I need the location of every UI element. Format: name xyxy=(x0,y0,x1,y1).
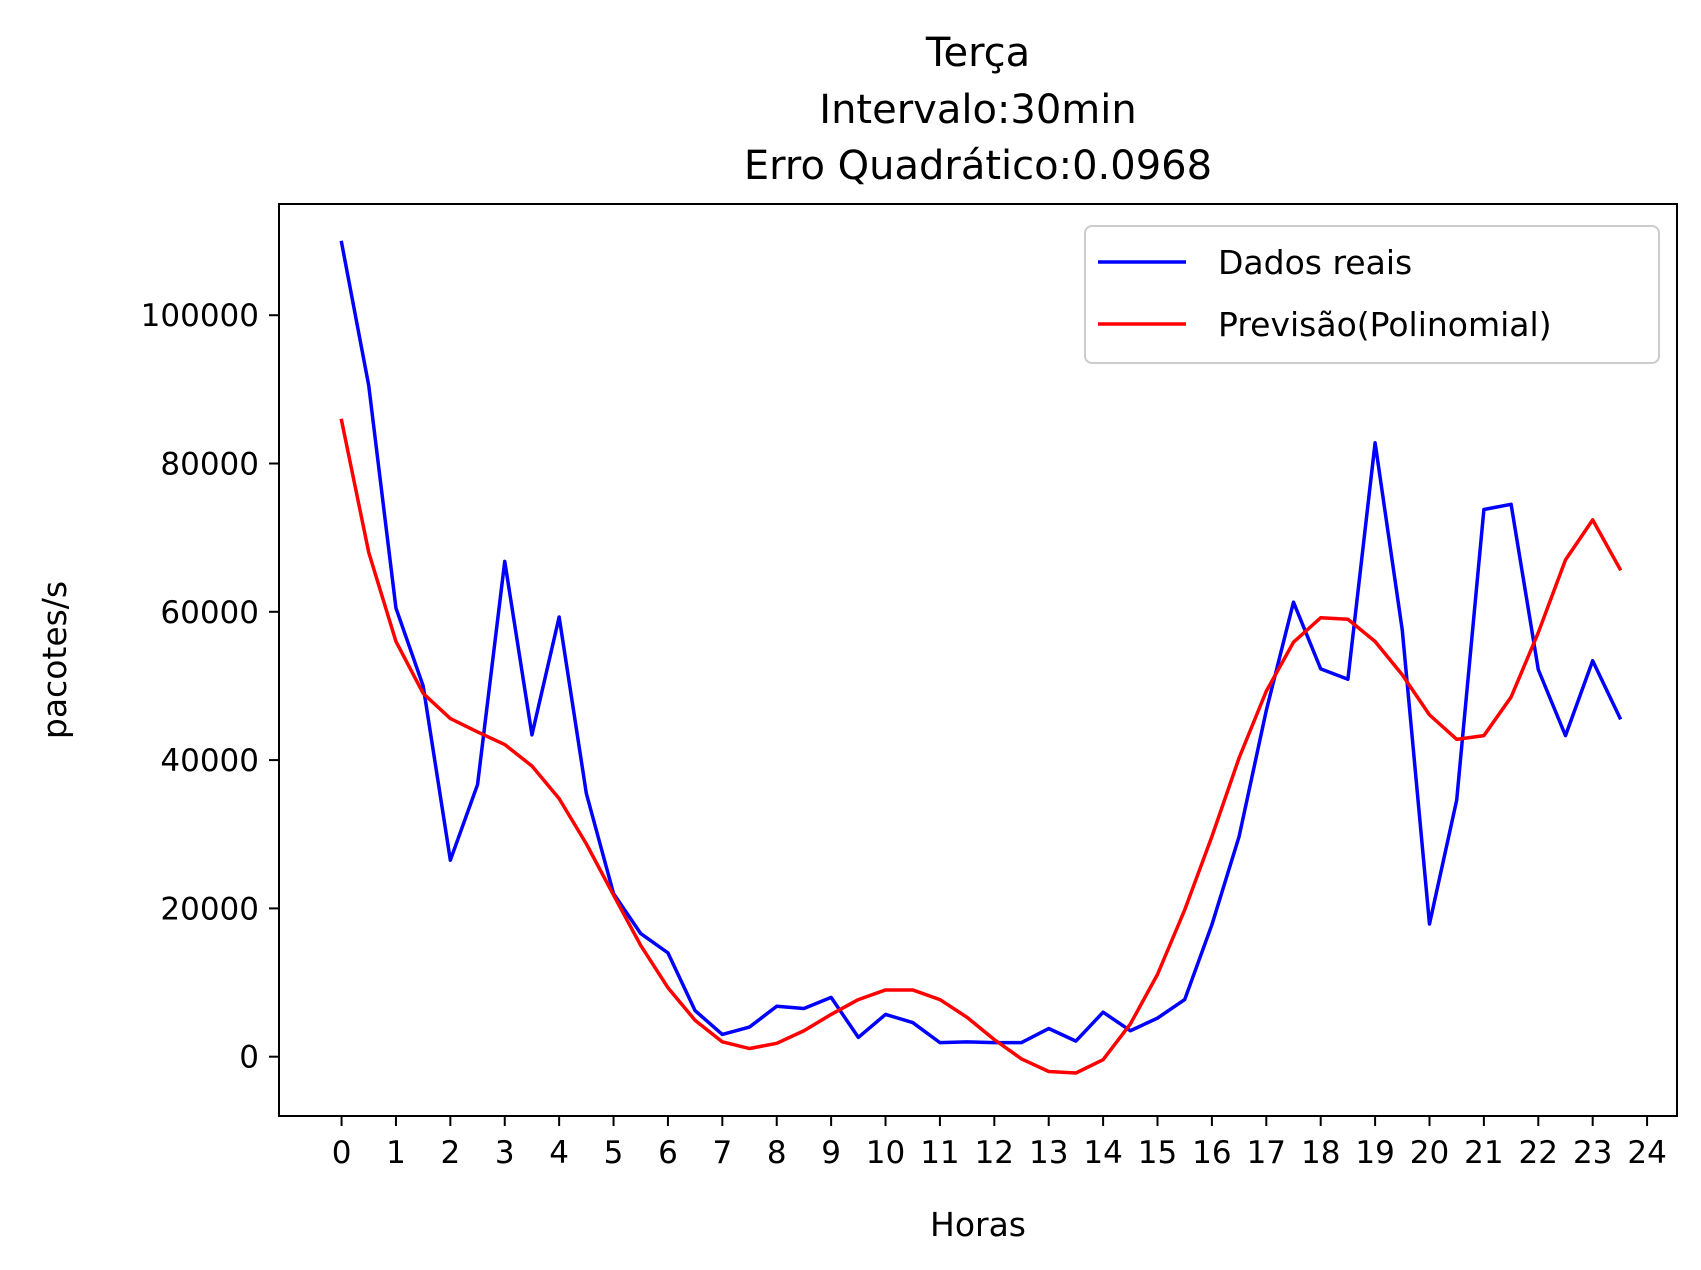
x-tick-label: 3 xyxy=(495,1135,515,1171)
plot-area-frame xyxy=(278,203,1678,1117)
y-tick-label: 80000 xyxy=(160,447,259,483)
x-axis-label: Horas xyxy=(930,1205,1026,1244)
x-tick-label: 16 xyxy=(1192,1135,1231,1171)
y-axis-label: pacotes/s xyxy=(35,581,74,739)
x-tick-label: 1 xyxy=(386,1135,406,1171)
x-tick-label: 7 xyxy=(712,1135,732,1171)
y-tick-label: 0 xyxy=(239,1040,259,1076)
x-tick-label: 21 xyxy=(1464,1135,1503,1171)
y-tick-label: 20000 xyxy=(160,891,259,927)
x-tick-label: 8 xyxy=(767,1135,787,1171)
series-layer xyxy=(339,240,1623,1075)
x-tick-label: 23 xyxy=(1573,1135,1612,1171)
chart-title: Terça Intervalo:30min Erro Quadrático:0.… xyxy=(744,30,1212,189)
x-tick-label: 2 xyxy=(440,1135,460,1171)
y-tick-label: 100000 xyxy=(141,298,259,334)
x-tick-label: 17 xyxy=(1247,1135,1286,1171)
x-tick-label: 20 xyxy=(1410,1135,1449,1171)
x-axis-ticks: 0 1 2 3 4 5 6 7 8 9 10 11 12 13 14 15 16 17 18 19 20 21 22 23 24 xyxy=(332,1116,1667,1171)
y-tick-label: 40000 xyxy=(160,743,259,779)
chart-title-line-2: Intervalo:30min xyxy=(819,87,1136,133)
x-tick-label: 4 xyxy=(549,1135,569,1171)
x-tick-label: 24 xyxy=(1627,1135,1666,1171)
x-tick-label: 11 xyxy=(920,1135,959,1171)
chart-title-line-1: Terça xyxy=(925,30,1030,76)
legend-box xyxy=(1084,225,1660,364)
x-tick-label: 0 xyxy=(332,1135,352,1171)
x-tick-label: 13 xyxy=(1029,1135,1068,1171)
x-tick-label: 6 xyxy=(658,1135,678,1171)
x-tick-label: 12 xyxy=(975,1135,1014,1171)
x-tick-label: 19 xyxy=(1355,1135,1394,1171)
x-tick-label: 10 xyxy=(866,1135,905,1171)
x-tick-label: 22 xyxy=(1519,1135,1558,1171)
legend-label-previsao: Previsão(Polinomial) xyxy=(1218,305,1552,344)
x-tick-label: 5 xyxy=(604,1135,624,1171)
legend-label-dados-reais: Dados reais xyxy=(1218,243,1412,282)
x-tick-label: 18 xyxy=(1301,1135,1340,1171)
x-tick-label: 15 xyxy=(1138,1135,1177,1171)
legend: Dados reais Previsão(Polinomial) xyxy=(1084,225,1660,364)
x-tick-label: 14 xyxy=(1083,1135,1122,1171)
x-tick-label: 9 xyxy=(821,1135,841,1171)
chart-title-line-3: Erro Quadrático:0.0968 xyxy=(744,143,1212,189)
y-tick-label: 60000 xyxy=(160,595,259,631)
series-line-1 xyxy=(339,418,1623,1075)
y-axis-ticks: 0 20000 40000 60000 80000 100000 xyxy=(141,298,279,1076)
